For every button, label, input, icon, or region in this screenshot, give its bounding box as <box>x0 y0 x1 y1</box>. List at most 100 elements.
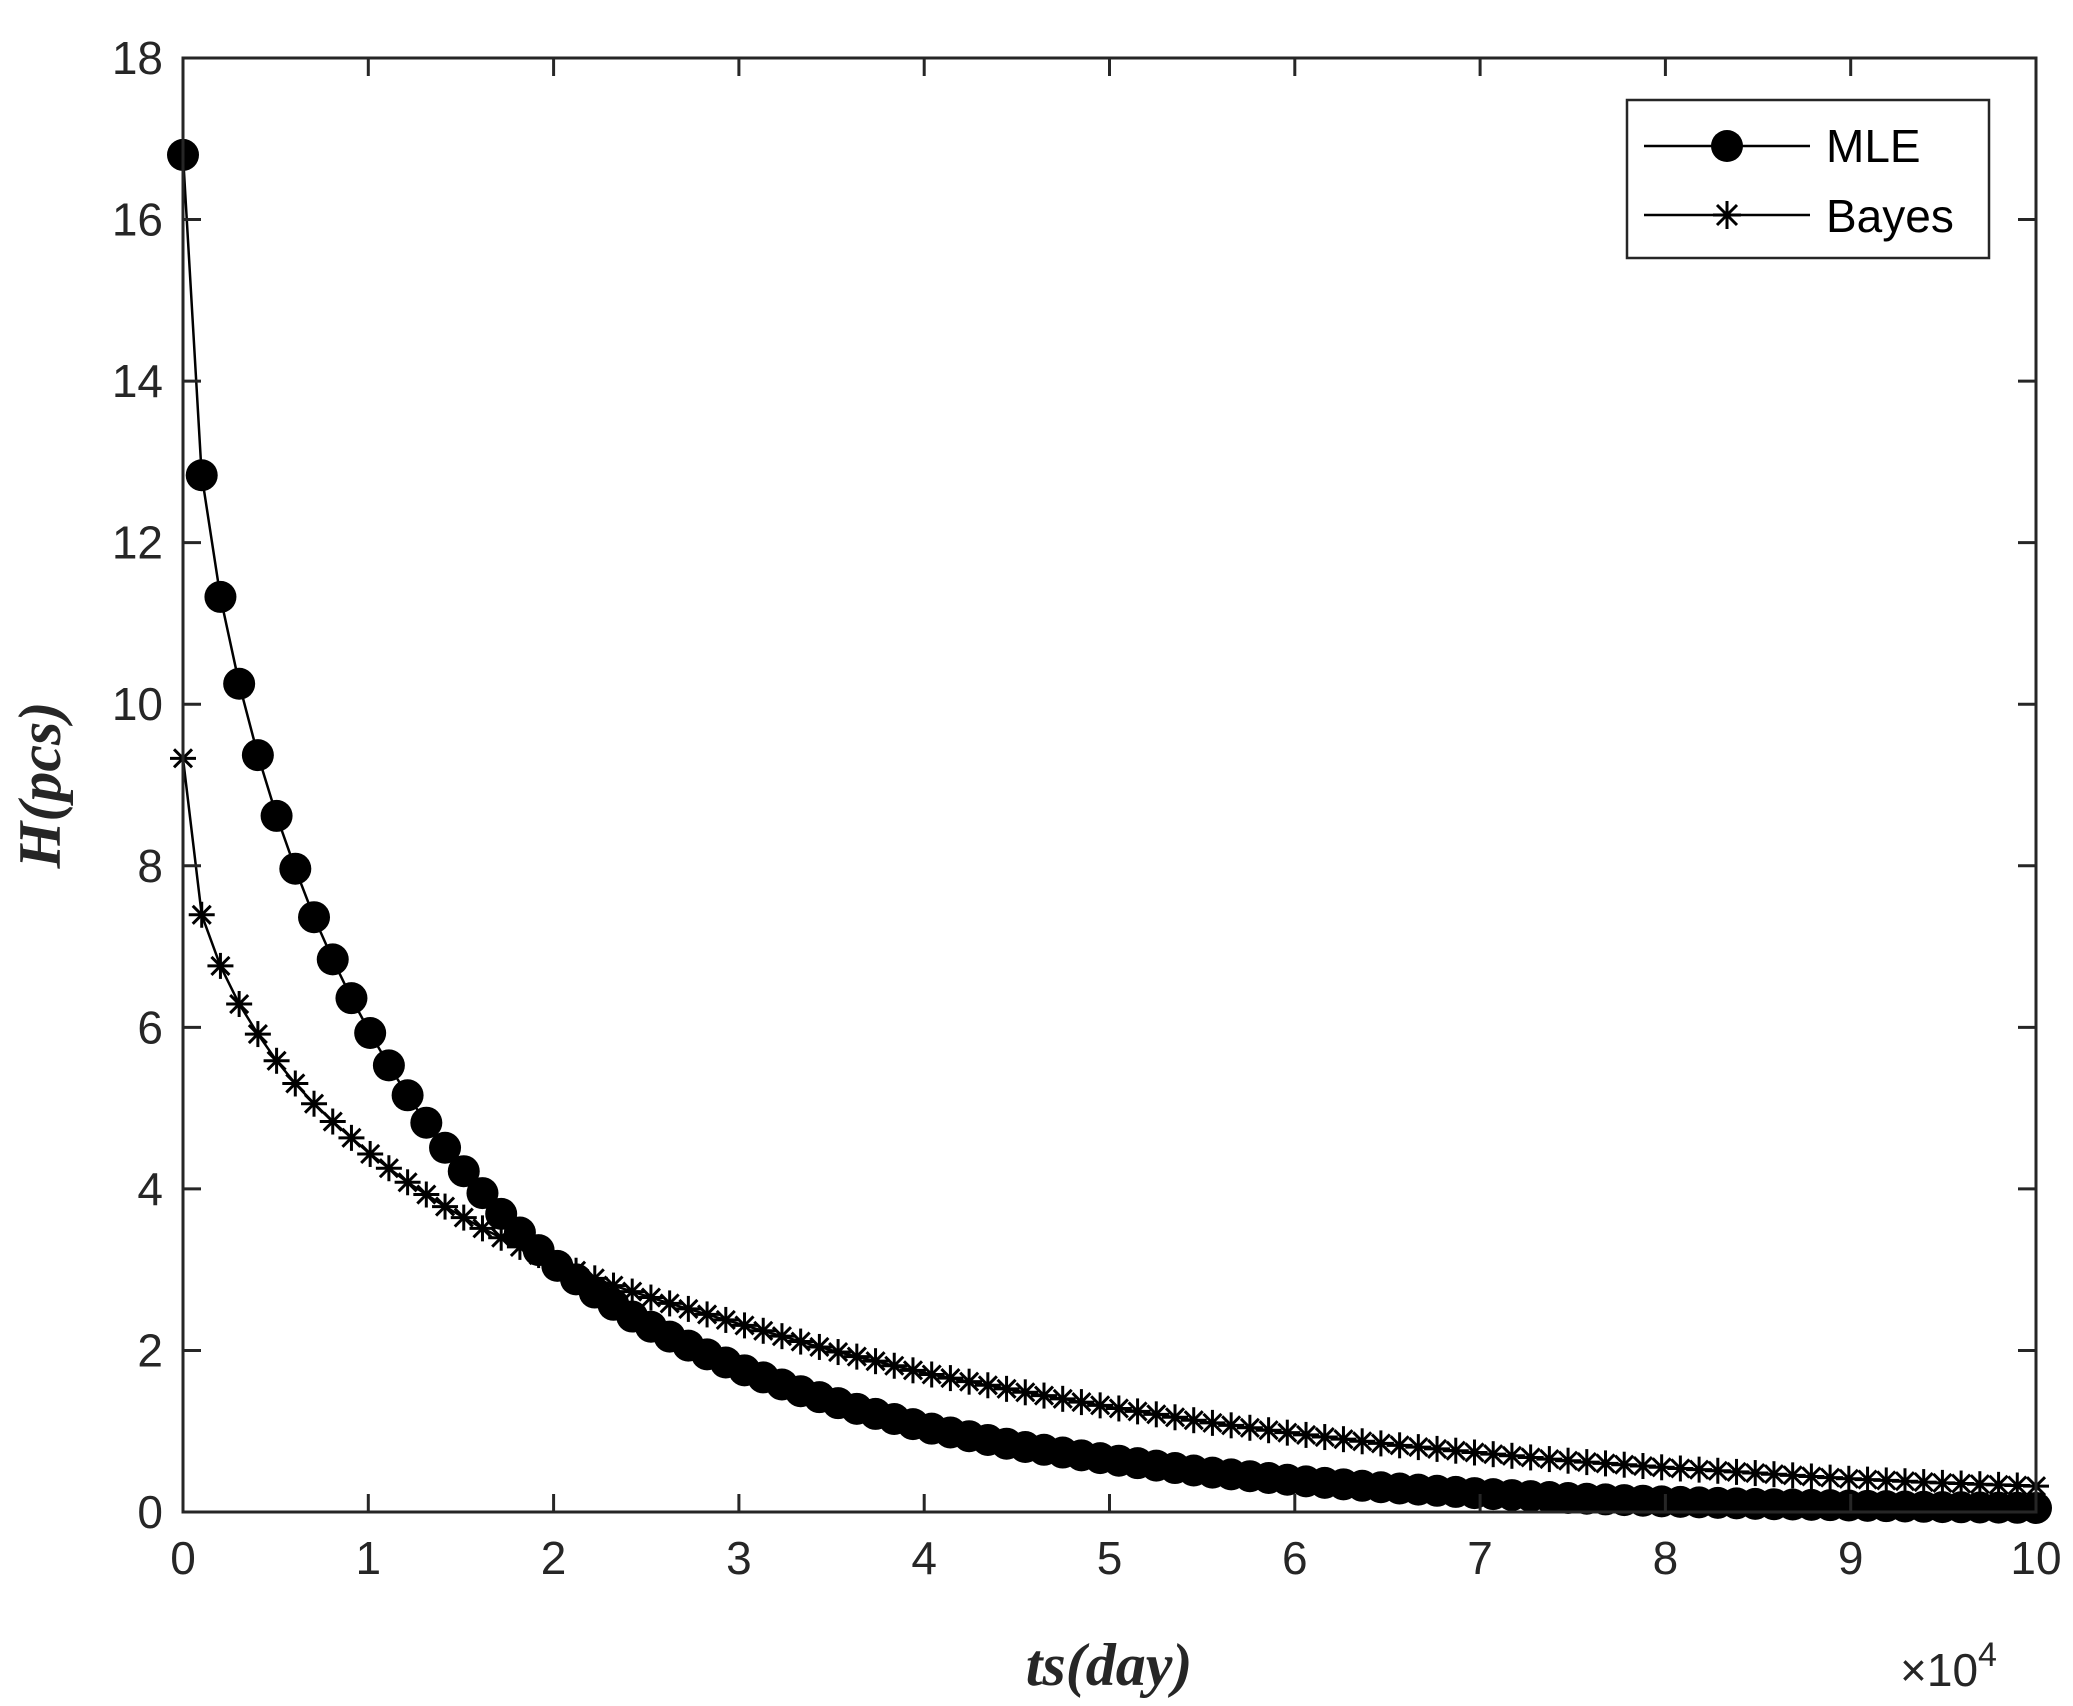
data-point-bayes <box>937 1365 964 1392</box>
y-tick-label: 12 <box>112 517 163 569</box>
data-point-bayes <box>282 1070 309 1097</box>
x-exponent-base: ×10 <box>1900 1644 1978 1696</box>
data-point-bayes <box>450 1204 477 1231</box>
data-point-bayes <box>1349 1428 1376 1455</box>
x-tick-label: 0 <box>170 1532 196 1584</box>
data-point-bayes <box>1049 1385 1076 1412</box>
x-exponent-label: ×104 <box>1900 1636 1997 1696</box>
data-point-bayes <box>301 1090 328 1117</box>
data-point-bayes <box>1480 1441 1507 1468</box>
data-point-bayes <box>993 1375 1020 1402</box>
data-point-bayes <box>1274 1419 1301 1446</box>
data-point-bayes <box>1030 1382 1057 1409</box>
data-point-bayes <box>1966 1471 1993 1498</box>
data-point-mle <box>279 852 312 885</box>
plot-background <box>183 58 2036 1512</box>
y-tick-label: 16 <box>112 194 163 246</box>
data-point-bayes <box>544 1250 571 1277</box>
data-point-bayes <box>413 1181 440 1208</box>
data-point-mle <box>372 1049 405 1082</box>
svg-text:×104: ×104 <box>1900 1636 1997 1696</box>
data-point-bayes <box>2004 1472 2031 1499</box>
data-point-mle <box>335 982 368 1015</box>
data-point-bayes <box>1199 1409 1226 1436</box>
data-point-mle <box>466 1177 499 1210</box>
data-point-bayes <box>319 1108 346 1135</box>
data-point-bayes <box>1723 1458 1750 1485</box>
data-point-mle <box>391 1079 424 1112</box>
data-point-mle <box>298 901 331 934</box>
data-point-bayes <box>1218 1412 1245 1439</box>
data-point-bayes <box>469 1215 496 1242</box>
y-tick-label: 10 <box>112 678 163 730</box>
data-point-bayes <box>357 1140 384 1167</box>
y-tick-label: 0 <box>137 1486 163 1538</box>
data-point-bayes <box>1236 1414 1263 1441</box>
y-tick-label: 8 <box>137 840 163 892</box>
series-layer <box>167 138 2052 1524</box>
data-point-bayes <box>1386 1432 1413 1459</box>
data-point-mle <box>447 1155 480 1188</box>
data-point-bayes <box>1293 1421 1320 1448</box>
data-point-bayes <box>1124 1398 1151 1425</box>
data-point-mle <box>429 1131 462 1164</box>
legend: MLE Bayes <box>1625 98 1991 260</box>
y-tick-label: 2 <box>137 1324 163 1376</box>
data-point-bayes <box>1592 1450 1619 1477</box>
data-point-bayes <box>488 1224 515 1251</box>
data-point-bayes <box>506 1233 533 1260</box>
data-point-bayes <box>1536 1446 1563 1473</box>
data-point-bayes <box>563 1257 590 1284</box>
data-point-bayes <box>1180 1407 1207 1434</box>
data-point-bayes <box>1854 1466 1881 1493</box>
data-point-bayes <box>1405 1434 1432 1461</box>
data-point-mle <box>223 667 256 700</box>
data-point-bayes <box>1068 1389 1095 1416</box>
data-point-bayes <box>1162 1404 1189 1431</box>
data-point-bayes <box>263 1047 290 1074</box>
data-point-bayes <box>1143 1401 1170 1428</box>
data-point-bayes <box>675 1295 702 1322</box>
series-bayes <box>170 745 2049 1500</box>
data-point-bayes <box>899 1357 926 1384</box>
data-point-bayes <box>1105 1395 1132 1422</box>
x-tick-label: 9 <box>1838 1532 1864 1584</box>
data-point-mle <box>241 739 274 772</box>
data-point-bayes <box>974 1372 1001 1399</box>
data-point-bayes <box>1498 1442 1525 1469</box>
data-point-mle <box>354 1017 387 1050</box>
data-point-bayes <box>394 1169 421 1196</box>
x-tick-label: 2 <box>541 1532 567 1584</box>
x-tick-label: 5 <box>1097 1532 1123 1584</box>
data-point-bayes <box>694 1301 721 1328</box>
data-point-bayes <box>956 1368 983 1395</box>
data-point-bayes <box>1442 1437 1469 1464</box>
y-tick-label: 4 <box>137 1163 163 1215</box>
data-point-bayes <box>1255 1417 1282 1444</box>
data-point-bayes <box>1012 1379 1039 1406</box>
x-tick-label: 4 <box>911 1532 937 1584</box>
x-tick-label: 10 <box>2010 1532 2061 1584</box>
legend-marker-mle <box>1711 130 1743 162</box>
y-tick-label: 18 <box>112 32 163 84</box>
data-point-bayes <box>375 1155 402 1182</box>
data-point-bayes <box>1461 1439 1488 1466</box>
legend-label-bayes: Bayes <box>1826 190 1954 242</box>
data-point-bayes <box>207 952 234 979</box>
data-point-bayes <box>525 1242 552 1269</box>
data-point-bayes <box>338 1124 365 1151</box>
data-point-bayes <box>1330 1426 1357 1453</box>
data-point-bayes <box>1760 1461 1787 1488</box>
data-point-bayes <box>188 901 215 928</box>
data-point-bayes <box>1424 1435 1451 1462</box>
data-point-bayes <box>244 1021 271 1048</box>
y-tick-label: 6 <box>137 1001 163 1053</box>
y-axis-title: H(pcs) <box>7 702 73 870</box>
x-tick-label: 8 <box>1653 1532 1679 1584</box>
data-point-bayes <box>918 1361 945 1388</box>
x-axis-title: ts(day) <box>1026 1632 1193 1698</box>
x-exponent-power: 4 <box>1978 1636 1997 1674</box>
legend-marker-bayes <box>1713 201 1741 229</box>
